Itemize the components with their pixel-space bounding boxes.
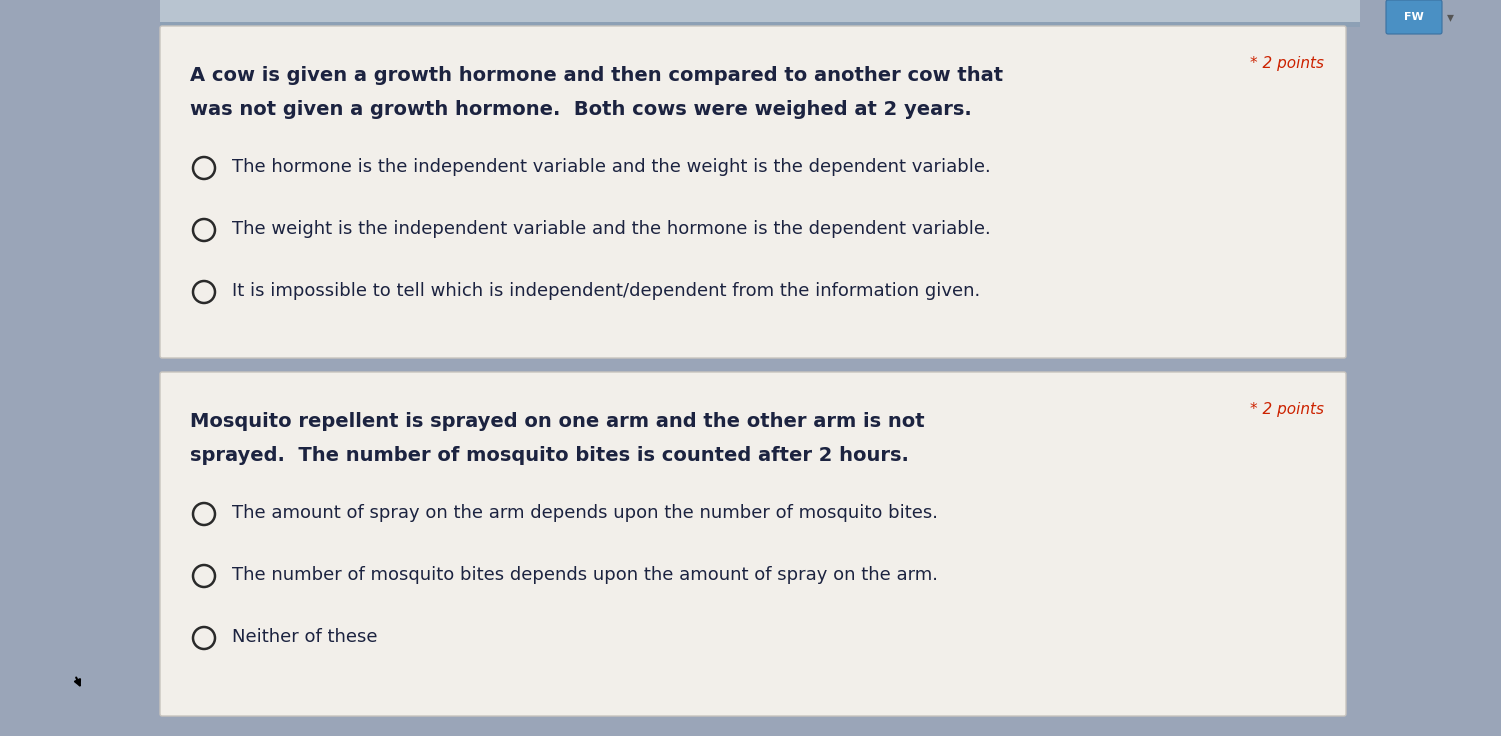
Text: sprayed.  The number of mosquito bites is counted after 2 hours.: sprayed. The number of mosquito bites is… [191,446,910,465]
Text: The number of mosquito bites depends upon the amount of spray on the arm.: The number of mosquito bites depends upo… [233,566,938,584]
Text: FW: FW [1403,12,1424,22]
FancyBboxPatch shape [1385,0,1442,34]
Text: ▾: ▾ [1447,10,1453,24]
Text: A cow is given a growth hormone and then compared to another cow that: A cow is given a growth hormone and then… [191,66,1003,85]
FancyBboxPatch shape [161,372,1346,716]
Text: was not given a growth hormone.  Both cows were weighed at 2 years.: was not given a growth hormone. Both cow… [191,100,971,119]
Text: Neither of these: Neither of these [233,628,377,646]
Text: The amount of spray on the arm depends upon the number of mosquito bites.: The amount of spray on the arm depends u… [233,504,938,522]
Text: * 2 points: * 2 points [1250,56,1324,71]
FancyBboxPatch shape [161,22,1360,27]
Text: Mosquito repellent is sprayed on one arm and the other arm is not: Mosquito repellent is sprayed on one arm… [191,412,925,431]
Text: The weight is the independent variable and the hormone is the dependent variable: The weight is the independent variable a… [233,220,991,238]
Text: * 2 points: * 2 points [1250,402,1324,417]
FancyBboxPatch shape [161,0,1360,22]
FancyBboxPatch shape [161,26,1346,358]
Text: It is impossible to tell which is independent/dependent from the information giv: It is impossible to tell which is indepe… [233,282,980,300]
Text: The hormone is the independent variable and the weight is the dependent variable: The hormone is the independent variable … [233,158,991,176]
